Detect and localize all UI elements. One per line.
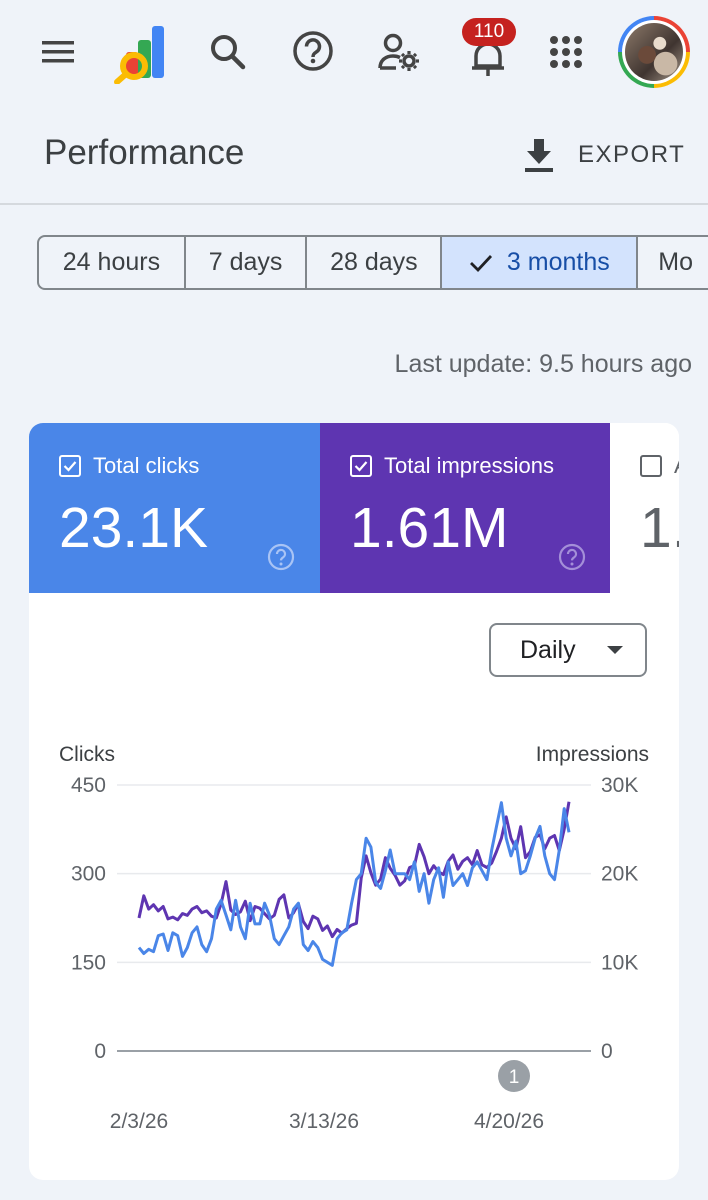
notification-count-badge: 110 [462, 18, 516, 46]
granularity-dropdown[interactable]: Daily [489, 623, 647, 677]
y-right-tick-label: 10K [601, 951, 638, 974]
annotation-label: 1 [509, 1067, 520, 1088]
last-update-text: Last update: 9.5 hours ago [394, 350, 692, 378]
y-left-tick-label: 0 [94, 1040, 106, 1063]
performance-chart: Clicks Impressions 0 150 300 450 0 10K 20K 30K… [59, 743, 649, 1133]
search-icon[interactable] [206, 30, 250, 74]
x-tick-label: 3/13/26 [289, 1110, 359, 1133]
date-range-selector: 24 hours 7 days 28 days 3 months Mo [37, 235, 708, 290]
range-chip-3-months[interactable]: 3 months [442, 237, 639, 288]
metric-label-total-clicks: Total clicks [93, 453, 200, 478]
x-axis-ticks: 2/3/26 3/13/26 4/20/26 [110, 1110, 544, 1133]
avatar-ring [622, 20, 686, 84]
download-icon [525, 139, 553, 172]
notifications-icon[interactable]: 110 [458, 18, 518, 80]
y-axis-right-ticks: 0 10K 20K 30K [601, 774, 638, 1063]
chart-grid [117, 784, 591, 1052]
checkbox-total-impressions[interactable] [350, 455, 372, 477]
x-tick-label: 2/3/26 [110, 1110, 168, 1133]
top-app-bar: 110 [0, 0, 708, 105]
checkbox-average-ctr[interactable] [640, 455, 662, 477]
metric-tile-total-clicks[interactable]: Total clicks 23.1K [29, 423, 320, 593]
export-button[interactable]: EXPORT [522, 133, 685, 177]
page-header: Performance EXPORT [0, 105, 708, 205]
series-line-clicks [137, 801, 571, 967]
page-title: Performance [44, 133, 245, 172]
y-left-tick-label: 450 [71, 774, 106, 797]
range-chip-3-months-label: 3 months [506, 248, 610, 276]
metric-label-total-impressions: Total impressions [384, 453, 554, 478]
x-tick-label: 4/20/26 [474, 1110, 544, 1133]
series-line-impressions [137, 801, 571, 939]
y-right-tick-label: 30K [601, 774, 638, 797]
metric-value-total-impressions: 1.61M [350, 496, 509, 560]
y-axis-left-title: Clicks [59, 743, 115, 766]
manage-users-icon[interactable] [376, 30, 422, 74]
metric-label-average-ctr: A [674, 453, 679, 479]
metric-value-total-clicks: 23.1K [59, 496, 208, 560]
avatar-photo [625, 23, 683, 81]
help-circle-icon[interactable] [558, 543, 586, 571]
y-left-tick-label: 150 [71, 951, 106, 974]
y-axis-left-ticks: 0 150 300 450 [71, 774, 106, 1063]
annotation-marker[interactable]: 1 [498, 1060, 530, 1092]
avatar[interactable] [618, 16, 690, 88]
y-axis-right-title: Impressions [536, 743, 649, 766]
range-chip-more[interactable]: Mo [658, 248, 693, 276]
metric-tile-total-impressions[interactable]: Total impressions 1.61M [320, 423, 610, 593]
menu-icon[interactable] [38, 36, 78, 68]
chart-series [137, 801, 571, 967]
checkbox-total-clicks[interactable] [59, 455, 81, 477]
range-chip-28-days[interactable]: 28 days [307, 237, 443, 288]
metric-value-average-ctr: 1. [640, 496, 679, 560]
help-icon[interactable] [290, 28, 336, 74]
y-right-tick-label: 20K [601, 863, 638, 886]
y-left-tick-label: 300 [71, 863, 106, 886]
help-circle-icon[interactable] [267, 543, 295, 571]
apps-icon[interactable] [546, 32, 586, 72]
caret-down-icon [606, 646, 623, 654]
annotation-circle [498, 1060, 530, 1092]
metric-tile-average-ctr[interactable]: A 1. [610, 423, 679, 593]
export-label: EXPORT [578, 141, 686, 168]
range-chip-24-hours[interactable]: 24 hours [39, 237, 186, 288]
granularity-value: Daily [520, 635, 576, 664]
search-console-logo[interactable] [112, 22, 172, 84]
range-chip-7-days[interactable]: 7 days [186, 237, 308, 288]
performance-card: Total clicks 23.1K Total impressions 1.6… [29, 423, 679, 1180]
y-right-tick-label: 0 [601, 1040, 613, 1063]
check-icon [469, 254, 492, 272]
